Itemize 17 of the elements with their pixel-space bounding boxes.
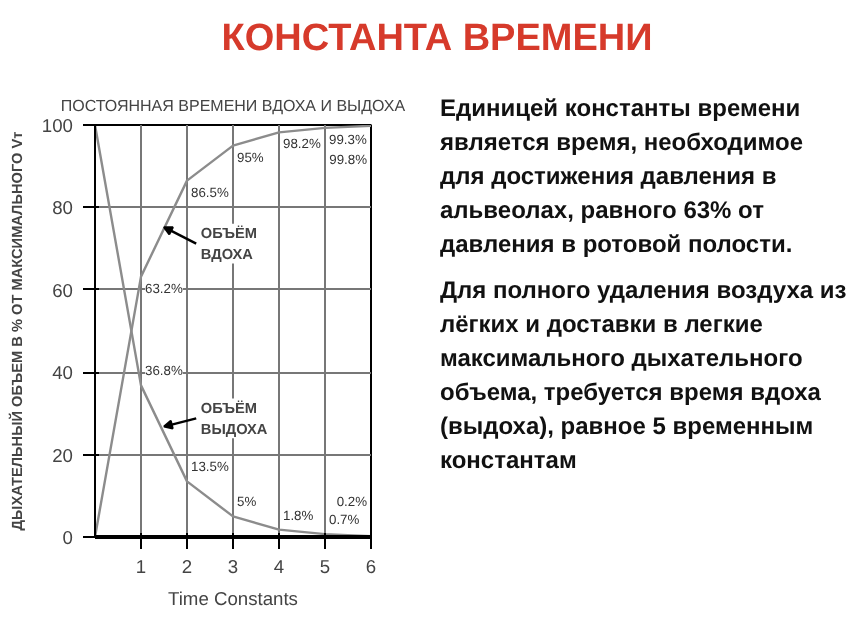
x-tick-label: 1 (135, 557, 147, 577)
x-tick-label: 4 (273, 557, 285, 577)
y-tick-label: 20 (52, 445, 74, 466)
y-tick-label: 0 (62, 528, 74, 548)
chart-title: КОНСТАНТА ВРЕМЕНИ (221, 16, 653, 64)
y-tick-label: 60 (52, 280, 74, 301)
y-tick-label: 80 (52, 198, 74, 219)
x-tick-label: 3 (227, 557, 239, 577)
y-tick-label: 100 (41, 116, 74, 136)
y-tick-label: 40 (52, 363, 74, 384)
text: Единицей константы времени является время, необходимое для достижения давления в альвеолах, равного 63% от давления в ротовой полости. (440, 92, 805, 262)
x-axis-title: Time Constants (168, 589, 299, 609)
text: Для полного удаления воздуха из лёгких и доставки в легкие максимального дыхательного объема, требуется время вдоха (выдоха), равное 5 временным константам (440, 274, 849, 478)
chart-subtitle: ПОСТОЯННАЯ ВРЕМЕНИ ВДОХА И ВЫДОХА (60, 97, 407, 115)
x-tick-label: 2 (181, 557, 193, 577)
x-tick-label: 6 (365, 557, 377, 577)
x-tick-label: 5 (319, 557, 331, 577)
